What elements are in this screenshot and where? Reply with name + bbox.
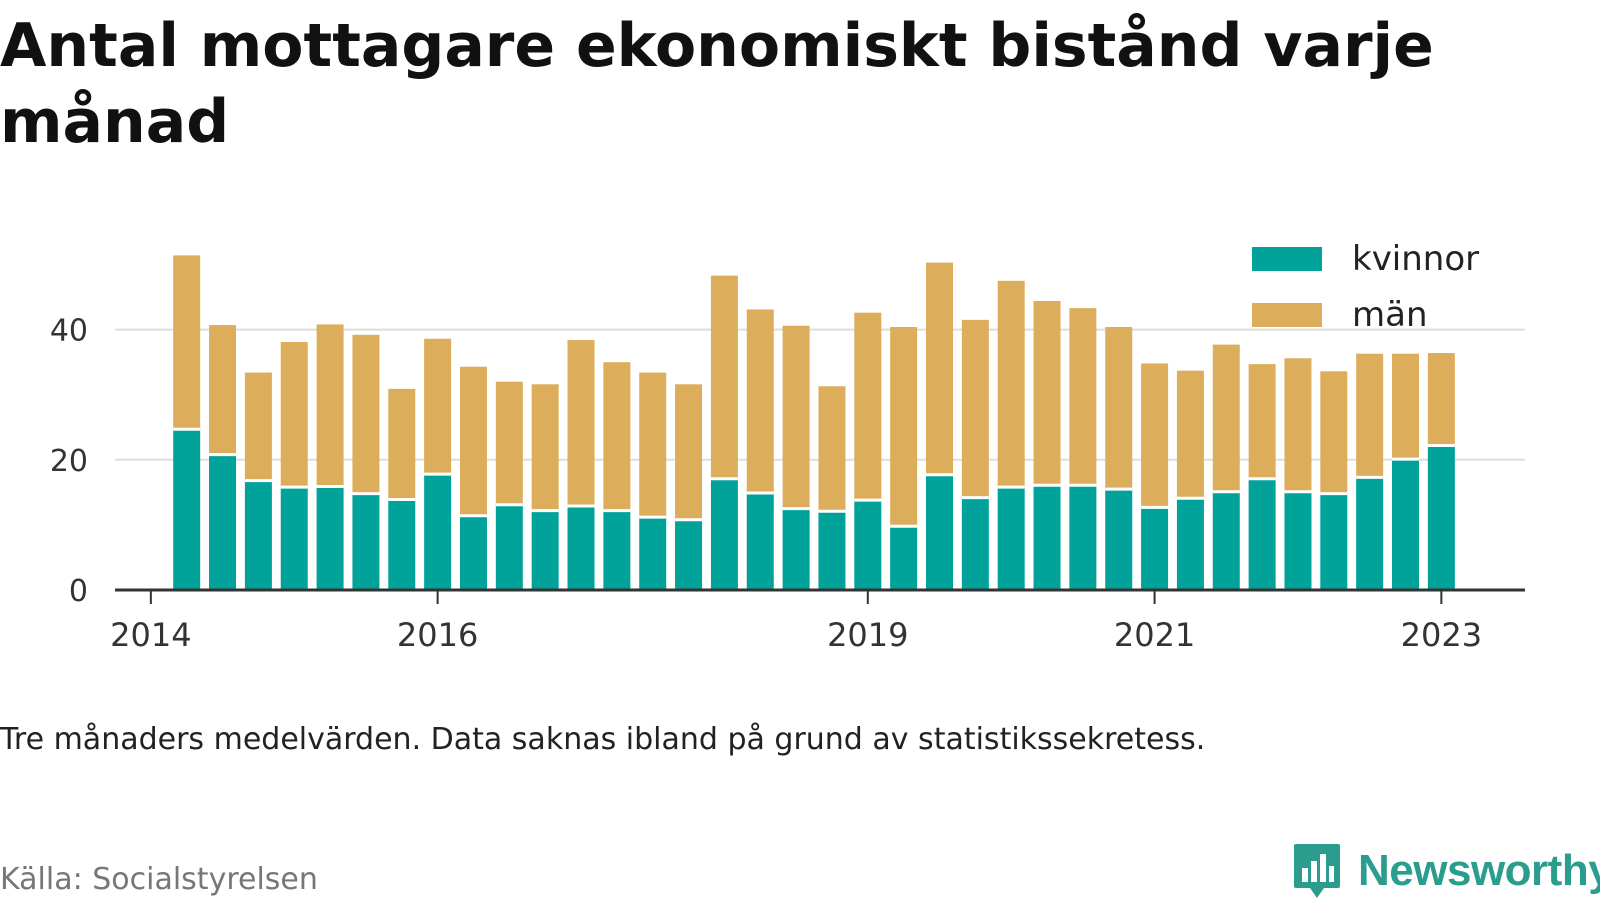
bar-kvinnor [1284, 491, 1312, 590]
legend-label: kvinnor [1352, 239, 1479, 279]
chart-title: Antal mottagare ekonomiskt bistånd varje… [0, 11, 1434, 157]
bar-kvinnor [854, 500, 882, 590]
x-ticks: 2014 2016 2019 2021 2023 [110, 590, 1482, 654]
bar-chart-speech-bubble-icon [1294, 844, 1340, 898]
bar-kvinnor [280, 487, 308, 590]
bar-man [1248, 364, 1276, 479]
bar-kvinnor [495, 504, 523, 590]
bar-kvinnor [1141, 507, 1169, 590]
brand-name: Newsworthy [1358, 846, 1600, 895]
brand-logo: Newsworthy [1292, 842, 1600, 900]
bar-man [997, 280, 1025, 488]
bar-kvinnor [209, 454, 237, 590]
bar-man [1320, 371, 1348, 494]
bar-man [495, 381, 523, 505]
bar-kvinnor [639, 517, 667, 590]
bar-kvinnor [173, 429, 201, 590]
bar-man [1141, 363, 1169, 508]
bar-man [782, 325, 810, 509]
bar-kvinnor [352, 493, 380, 590]
bar-man [1176, 370, 1204, 499]
bar-kvinnor [1212, 491, 1240, 590]
bar-kvinnor [818, 511, 846, 590]
y-ticks: 0 20 40 [50, 314, 88, 609]
bar-man [1069, 308, 1097, 486]
bars [173, 255, 1455, 590]
bar-man [890, 327, 918, 527]
bar-man [352, 334, 380, 494]
bar-man [854, 312, 882, 501]
bar-kvinnor [603, 510, 631, 590]
bar-man [603, 362, 631, 511]
bar-kvinnor [675, 519, 703, 590]
x-tick-label: 2021 [1114, 616, 1195, 654]
bar-kvinnor [531, 510, 559, 590]
bar-man [424, 338, 452, 475]
bar-man [209, 325, 237, 455]
y-tick-label: 40 [50, 314, 88, 349]
bar-kvinnor [1069, 485, 1097, 590]
bar-kvinnor [459, 515, 487, 590]
bar-kvinnor [1392, 459, 1420, 590]
bar-man [244, 372, 272, 481]
bar-man [459, 366, 487, 516]
bar-kvinnor [746, 493, 774, 590]
source-credit: Källa: Socialstyrelsen [0, 862, 318, 897]
bar-kvinnor [1176, 498, 1204, 590]
x-tick-label: 2016 [397, 616, 478, 654]
bar-man [925, 262, 953, 475]
x-tick-label: 2023 [1401, 616, 1482, 654]
x-tick-label: 2014 [110, 616, 191, 654]
bar-man [961, 319, 989, 498]
bar-man [567, 340, 595, 507]
bar-man [639, 372, 667, 518]
bar-kvinnor [997, 487, 1025, 590]
bar-kvinnor [1356, 477, 1384, 590]
bar-man [388, 388, 416, 500]
bar-kvinnor [710, 478, 738, 590]
bar-man [1033, 300, 1061, 486]
bar-kvinnor [1427, 445, 1455, 590]
x-tick-label: 2019 [827, 616, 908, 654]
bar-kvinnor [424, 474, 452, 590]
bar-kvinnor [890, 526, 918, 590]
legend-swatch [1252, 247, 1322, 271]
bar-kvinnor [1248, 478, 1276, 590]
bar-kvinnor [925, 474, 953, 590]
bar-kvinnor [961, 497, 989, 590]
bar-man [1356, 353, 1384, 478]
bar-man [1392, 353, 1420, 460]
bar-man [531, 384, 559, 511]
bar-kvinnor [1320, 493, 1348, 590]
bar-kvinnor [244, 480, 272, 590]
bar-man [173, 255, 201, 430]
bar-man [818, 386, 846, 512]
bar-man [675, 384, 703, 520]
bar-man [316, 324, 344, 487]
bar-man [710, 275, 738, 479]
bar-man [1105, 327, 1133, 490]
y-tick-label: 20 [50, 444, 88, 479]
bar-man [1212, 344, 1240, 492]
bar-kvinnor [388, 499, 416, 590]
bar-man [746, 309, 774, 494]
legend-label: män [1352, 295, 1428, 335]
legend: kvinnor män [1252, 239, 1479, 335]
bar-kvinnor [1033, 485, 1061, 590]
bar-kvinnor [1105, 489, 1133, 590]
bar-kvinnor [782, 508, 810, 590]
bar-man [1427, 353, 1455, 446]
legend-swatch [1252, 303, 1322, 327]
bar-kvinnor [316, 486, 344, 590]
chart-note: Tre månaders medelvärden. Data saknas ib… [0, 722, 1206, 757]
y-tick-label: 0 [69, 574, 88, 609]
bar-man [280, 341, 308, 488]
stacked-bar-chart: 2014 2016 2019 2021 2023 0 20 40 kvinnor män [50, 239, 1525, 654]
bar-kvinnor [567, 506, 595, 590]
bar-man [1284, 358, 1312, 492]
